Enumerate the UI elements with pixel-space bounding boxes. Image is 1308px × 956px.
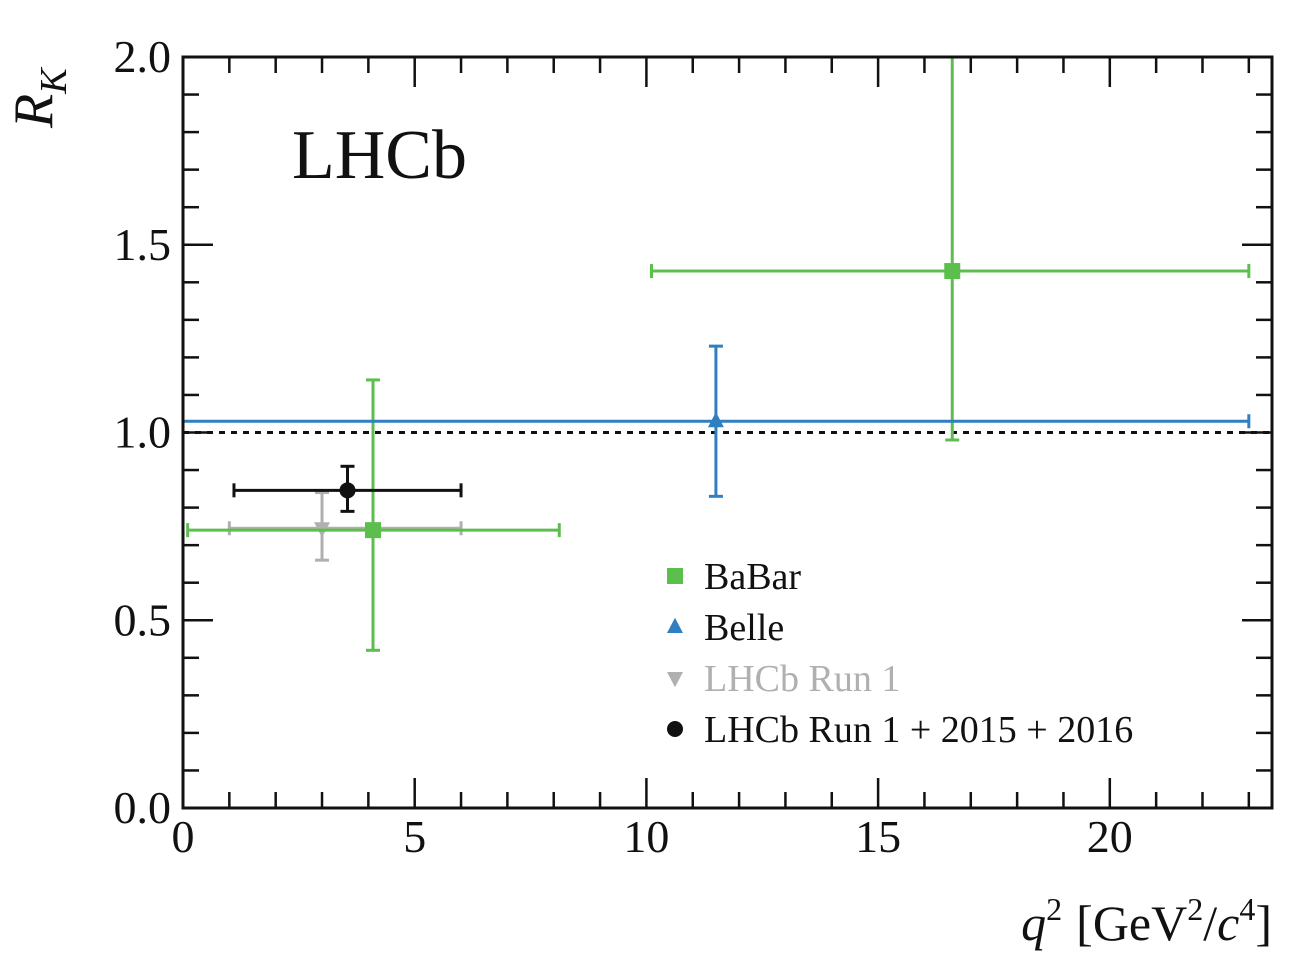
y-tick-label: 1.0 xyxy=(114,407,172,458)
x-tick-label: 15 xyxy=(855,811,901,862)
babar-point xyxy=(364,522,381,539)
x-axis-title-q-exp: 2 xyxy=(1046,891,1062,927)
x-axis-title-close: ] xyxy=(1255,895,1272,951)
x-axis-title: q2 [GeV2/c4] xyxy=(1021,891,1272,951)
legend-label-belle: Belle xyxy=(704,607,784,649)
legend-marker-belle xyxy=(667,617,683,633)
legend-marker-lhcb-run-1 xyxy=(667,672,683,688)
legend-label-lhcb-run-1: LHCb Run 1 xyxy=(704,658,900,700)
experiment-label: LHCb xyxy=(292,117,467,194)
x-tick-label: 20 xyxy=(1087,811,1133,862)
data-layer xyxy=(181,55,1272,652)
y-tick-label: 0.5 xyxy=(114,594,172,645)
legend-label-babar: BaBar xyxy=(704,556,801,598)
x-axis-title-c-exp: 4 xyxy=(1239,891,1255,927)
x-axis-title-c: c xyxy=(1217,895,1239,951)
y-tick-label: 2.0 xyxy=(114,31,172,82)
babar-point xyxy=(944,263,961,280)
x-axis-title-gev-exp: 2 xyxy=(1187,891,1203,927)
x-tick-label: 5 xyxy=(403,811,426,862)
y-axis-title: RK xyxy=(3,67,75,129)
x-axis-title-q: q xyxy=(1021,895,1046,951)
legend-marker-babar xyxy=(667,568,683,584)
y-axis-title-main: R xyxy=(3,94,65,129)
y-axis-title-sub: K xyxy=(33,67,75,95)
legend-label-lhcb-run-1-2015-2016: LHCb Run 1 + 2015 + 2016 xyxy=(704,709,1133,751)
x-tick-label: 10 xyxy=(623,811,669,862)
legend-marker-lhcb-run-1-2015-2016 xyxy=(667,721,683,737)
x-axis-title-open: [GeV xyxy=(1076,895,1187,951)
legend: BaBar Belle LHCb Run 1 LHCb Run 1 + 2015 + … xyxy=(667,556,1133,751)
ticks-layer: 0 5 10 15 20 0.0 0.5 1.0 1.5 2.0 xyxy=(114,31,1272,862)
belle-point xyxy=(707,412,724,428)
y-tick-label: 0.0 xyxy=(114,782,172,833)
lhcb-run-1-2015-2016-point xyxy=(339,482,356,499)
y-tick-label: 1.5 xyxy=(114,219,172,270)
x-tick-label: 0 xyxy=(172,811,195,862)
x-axis-title-slash: / xyxy=(1203,895,1217,951)
